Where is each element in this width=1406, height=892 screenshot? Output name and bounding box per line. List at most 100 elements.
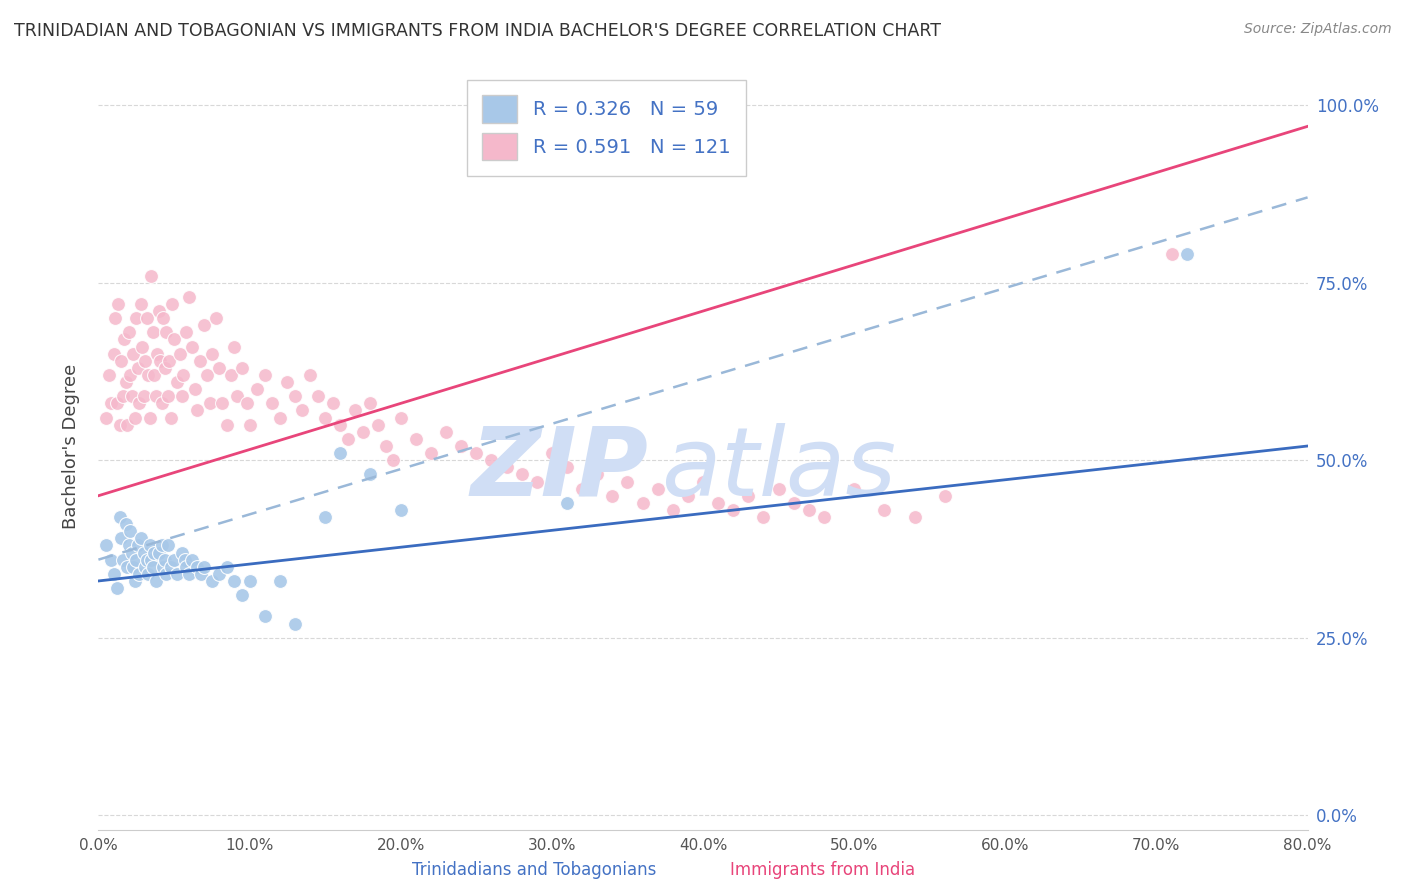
Point <box>105 396 128 410</box>
Point <box>107 297 129 311</box>
Point <box>201 346 224 360</box>
Point <box>571 482 593 496</box>
Point <box>336 432 359 446</box>
Point <box>159 353 181 368</box>
Point <box>152 311 174 326</box>
Point <box>1175 247 1198 261</box>
Point <box>129 297 152 311</box>
Text: Immigrants from India: Immigrants from India <box>730 861 915 879</box>
Point <box>160 559 183 574</box>
Point <box>221 368 243 382</box>
Point <box>495 460 517 475</box>
Point <box>115 417 138 432</box>
Point <box>631 496 654 510</box>
Point <box>235 396 257 410</box>
Point <box>155 326 177 340</box>
Point <box>122 559 145 574</box>
Point <box>139 538 162 552</box>
Point <box>314 410 336 425</box>
Point <box>389 410 412 425</box>
Point <box>314 510 336 524</box>
Point <box>118 538 141 552</box>
Point <box>127 360 149 375</box>
Text: Source: ZipAtlas.com: Source: ZipAtlas.com <box>1244 22 1392 37</box>
Point <box>262 396 284 410</box>
Point <box>322 396 344 410</box>
Point <box>162 297 184 311</box>
Point <box>153 360 176 375</box>
Point <box>195 368 218 382</box>
Point <box>360 396 382 410</box>
Point <box>124 410 146 425</box>
Point <box>367 417 389 432</box>
Point <box>146 346 169 360</box>
Point <box>148 304 170 318</box>
Point <box>344 403 367 417</box>
Point <box>134 353 156 368</box>
Point <box>676 489 699 503</box>
Point <box>737 489 759 503</box>
Point <box>329 417 352 432</box>
Point <box>707 496 730 510</box>
Point <box>98 368 121 382</box>
Point <box>115 559 138 574</box>
Point <box>103 566 125 581</box>
Point <box>172 368 194 382</box>
Point <box>253 609 276 624</box>
Point <box>188 353 211 368</box>
Point <box>382 453 405 467</box>
Legend: R = 0.326   N = 59, R = 0.591   N = 121: R = 0.326 N = 59, R = 0.591 N = 121 <box>467 79 747 176</box>
Point <box>190 566 212 581</box>
Point <box>153 552 176 566</box>
Point <box>284 616 307 631</box>
Point <box>136 566 159 581</box>
Point <box>143 545 166 559</box>
Point <box>215 417 238 432</box>
Point <box>269 410 291 425</box>
Text: atlas: atlas <box>661 423 896 516</box>
Point <box>149 353 172 368</box>
Point <box>211 396 233 410</box>
Point <box>284 389 307 403</box>
Point <box>128 396 150 410</box>
Point <box>145 389 167 403</box>
Point <box>179 566 201 581</box>
Point <box>226 389 249 403</box>
Point <box>723 503 745 517</box>
Point <box>160 410 183 425</box>
Point <box>166 566 188 581</box>
Point <box>555 496 578 510</box>
Point <box>174 559 197 574</box>
Point <box>108 417 131 432</box>
Point <box>156 538 179 552</box>
Point <box>131 340 153 354</box>
Point <box>170 545 193 559</box>
Point <box>239 574 262 588</box>
Point <box>104 311 127 326</box>
Point <box>208 360 231 375</box>
Point <box>450 439 472 453</box>
Point <box>389 503 412 517</box>
Point <box>122 346 145 360</box>
Point <box>166 375 188 389</box>
Point <box>110 353 132 368</box>
Point <box>844 482 866 496</box>
Point <box>150 538 173 552</box>
Point <box>813 510 835 524</box>
Point <box>94 538 117 552</box>
Point <box>253 368 276 382</box>
Point <box>114 375 136 389</box>
Point <box>179 290 201 304</box>
Point <box>586 467 609 482</box>
Point <box>150 396 173 410</box>
Point <box>145 574 167 588</box>
Point <box>105 581 128 595</box>
Point <box>307 389 329 403</box>
Point <box>193 318 215 333</box>
Point <box>111 552 134 566</box>
Point <box>224 340 246 354</box>
Point <box>155 566 177 581</box>
Point <box>173 552 195 566</box>
Point <box>94 410 117 425</box>
Point <box>602 489 624 503</box>
